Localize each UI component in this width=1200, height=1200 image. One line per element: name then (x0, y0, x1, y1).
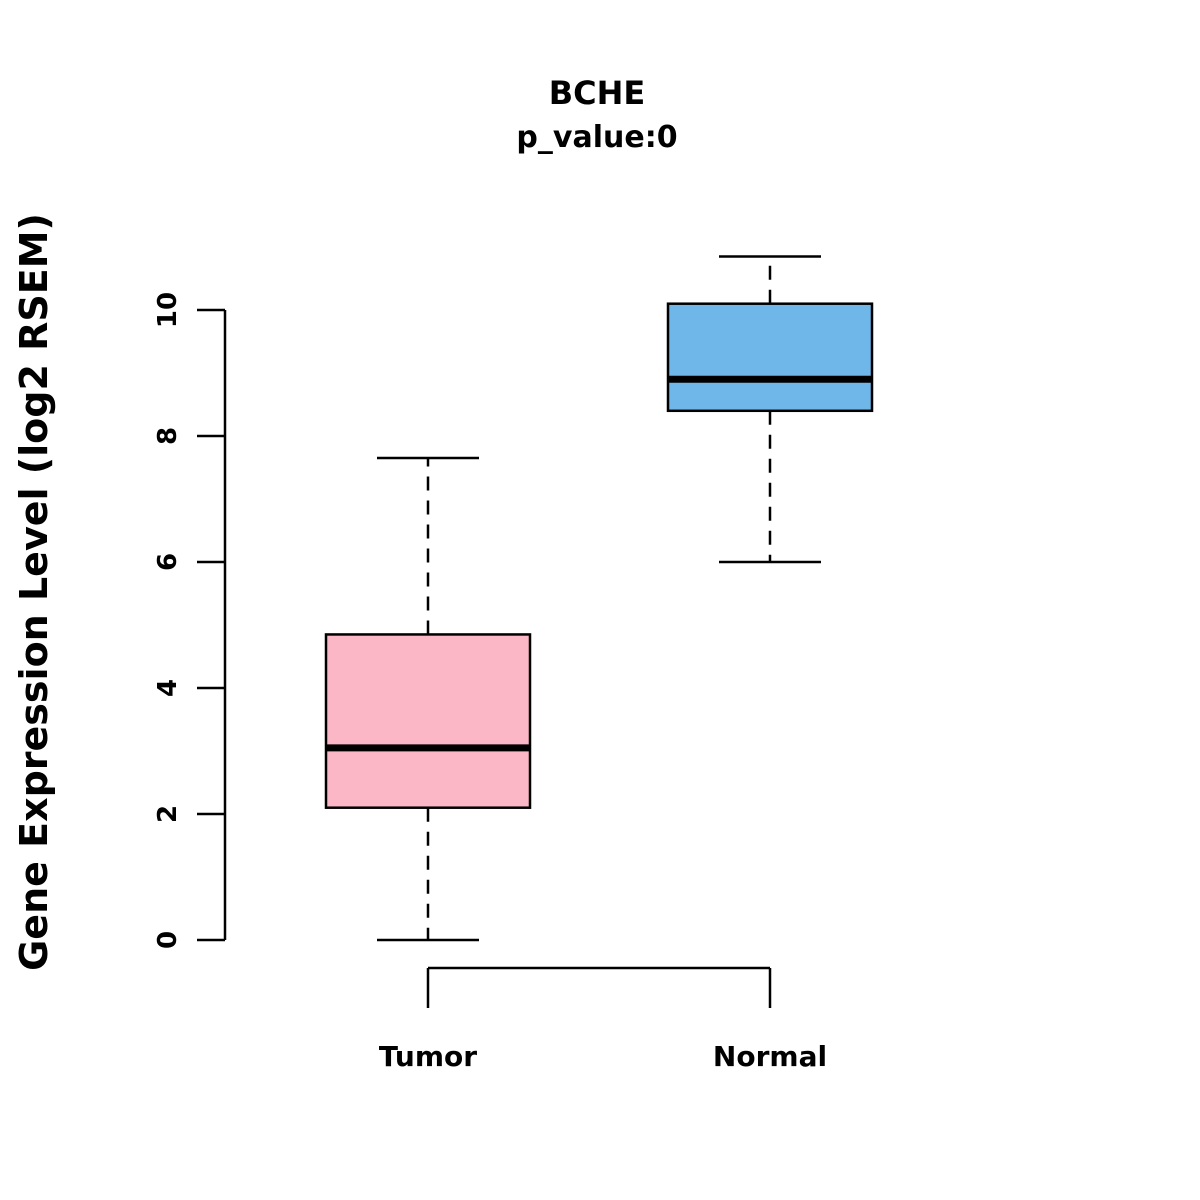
box-normal (666, 302, 874, 413)
y-axis-tick-label: 2 (153, 805, 183, 823)
chart-subtitle: p_value:0 (516, 120, 678, 155)
y-axis-tick-label: 4 (153, 679, 183, 697)
category-label-tumor: Tumor (378, 1040, 478, 1073)
chart-title: BCHE (548, 74, 646, 112)
y-axis-title: Gene Expression Level (log2 RSEM) (12, 213, 56, 971)
y-axis-tick-label: 6 (153, 553, 183, 571)
box-tumor (324, 633, 532, 809)
y-axis-tick-label: 0 (153, 931, 183, 949)
y-axis-tick-label: 8 (153, 427, 183, 445)
category-label-normal: Normal (712, 1040, 828, 1073)
y-axis-tick-label: 10 (153, 292, 183, 328)
